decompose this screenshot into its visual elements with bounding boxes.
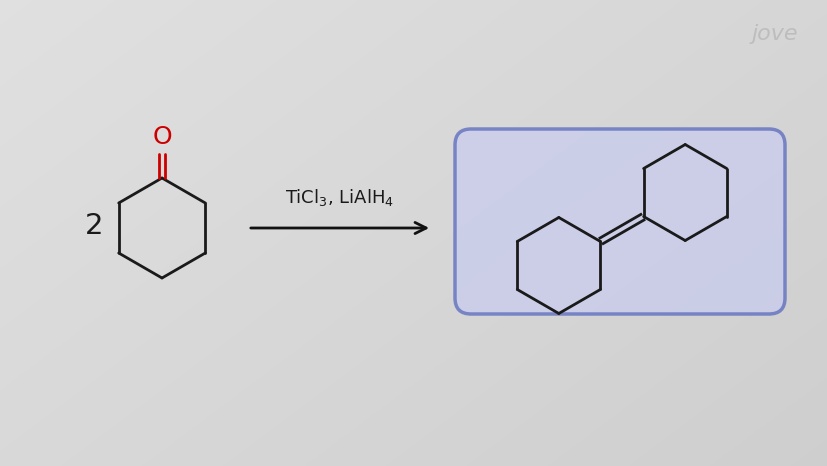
Text: jove: jove [751,24,797,44]
Text: O: O [152,125,172,149]
FancyBboxPatch shape [455,129,784,314]
Text: 2: 2 [84,212,103,240]
Text: TiCl$_3$, LiAlH$_4$: TiCl$_3$, LiAlH$_4$ [285,187,394,208]
